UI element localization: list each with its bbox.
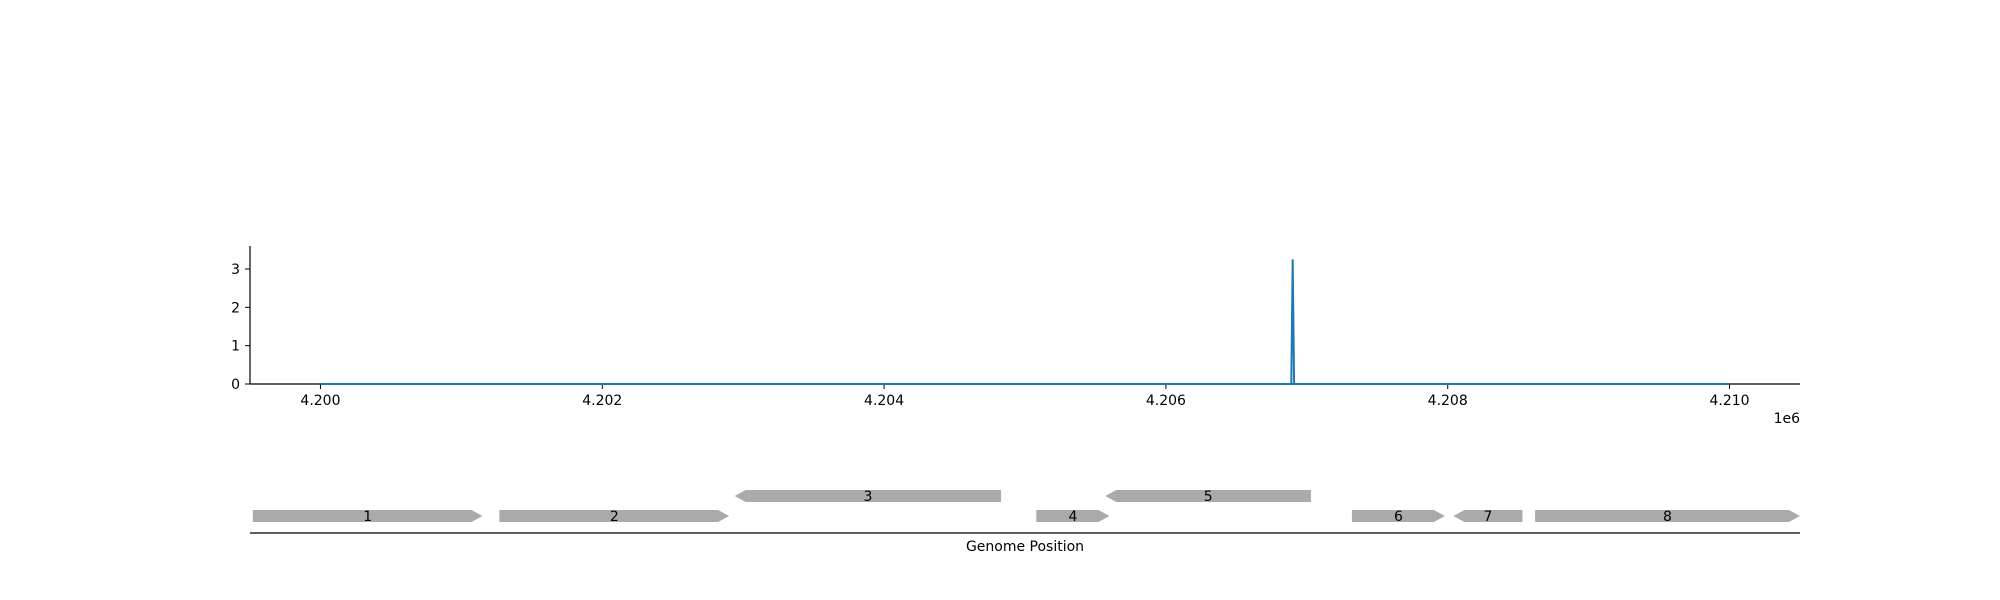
gene-arrow xyxy=(1105,490,1311,502)
gene-arrow xyxy=(499,510,730,522)
y-tick-label: 0 xyxy=(231,377,240,393)
gene-label: 1 xyxy=(363,509,372,525)
y-tick-label: 1 xyxy=(231,339,240,355)
gene-arrow xyxy=(734,490,1001,502)
series-layer xyxy=(320,259,1730,385)
gene-arrow xyxy=(252,510,483,522)
gene-label: 4 xyxy=(1068,509,1077,525)
y-tick-label: 3 xyxy=(231,262,240,278)
x-tick-label: 4.208 xyxy=(1428,393,1468,409)
x-offset-label: 1e6 xyxy=(1774,411,1801,427)
x-tick-label: 4.200 xyxy=(300,393,340,409)
gene-label: 6 xyxy=(1394,509,1403,525)
x-tick-label: 4.210 xyxy=(1709,393,1749,409)
coverage-plot: 0 1 2 3 4.200 4.202 4.204 4.206 4.208 4.210 1e6 xyxy=(231,246,1800,427)
track-xlabel: Genome Position xyxy=(966,539,1084,555)
gene-label: 7 xyxy=(1483,509,1492,525)
gene-label: 8 xyxy=(1663,509,1672,525)
gene-label: 2 xyxy=(610,509,619,525)
gene-arrow xyxy=(1453,510,1523,522)
gene-label: 5 xyxy=(1204,489,1213,505)
y-tick-label: 2 xyxy=(231,300,240,316)
gene-arrow xyxy=(1351,510,1445,522)
gene-arrow xyxy=(1036,510,1110,522)
coverage-line xyxy=(320,259,1730,385)
x-tick-label: 4.204 xyxy=(864,393,904,409)
y-ticks: 0 1 2 3 xyxy=(231,262,250,393)
x-tick-label: 4.202 xyxy=(582,393,622,409)
genes-layer: 1 2 3 4 5 6 7 8 xyxy=(252,489,1800,525)
gene-track: 1 2 3 4 5 6 7 8 Genome Position xyxy=(250,489,1800,555)
x-ticks: 4.200 4.202 4.204 4.206 4.208 4.210 xyxy=(300,384,1750,409)
gene-arrow xyxy=(1535,510,1800,522)
x-tick-label: 4.206 xyxy=(1146,393,1186,409)
gene-label: 3 xyxy=(863,489,872,505)
